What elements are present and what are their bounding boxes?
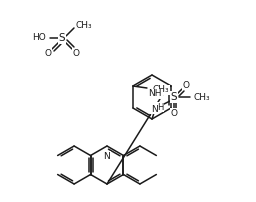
Text: O: O [183,81,189,89]
Text: N: N [104,152,110,161]
Text: CH₃: CH₃ [194,93,211,101]
Text: H: H [157,102,163,112]
Text: S: S [59,33,65,43]
Text: HO: HO [32,34,46,42]
Text: CH₃: CH₃ [76,20,93,29]
Text: O: O [72,48,80,58]
Text: O: O [170,108,177,118]
Text: CH₃: CH₃ [153,85,169,95]
Text: NH: NH [148,89,162,99]
Text: N: N [151,104,157,114]
Text: O: O [45,48,51,58]
Text: S: S [171,92,177,102]
